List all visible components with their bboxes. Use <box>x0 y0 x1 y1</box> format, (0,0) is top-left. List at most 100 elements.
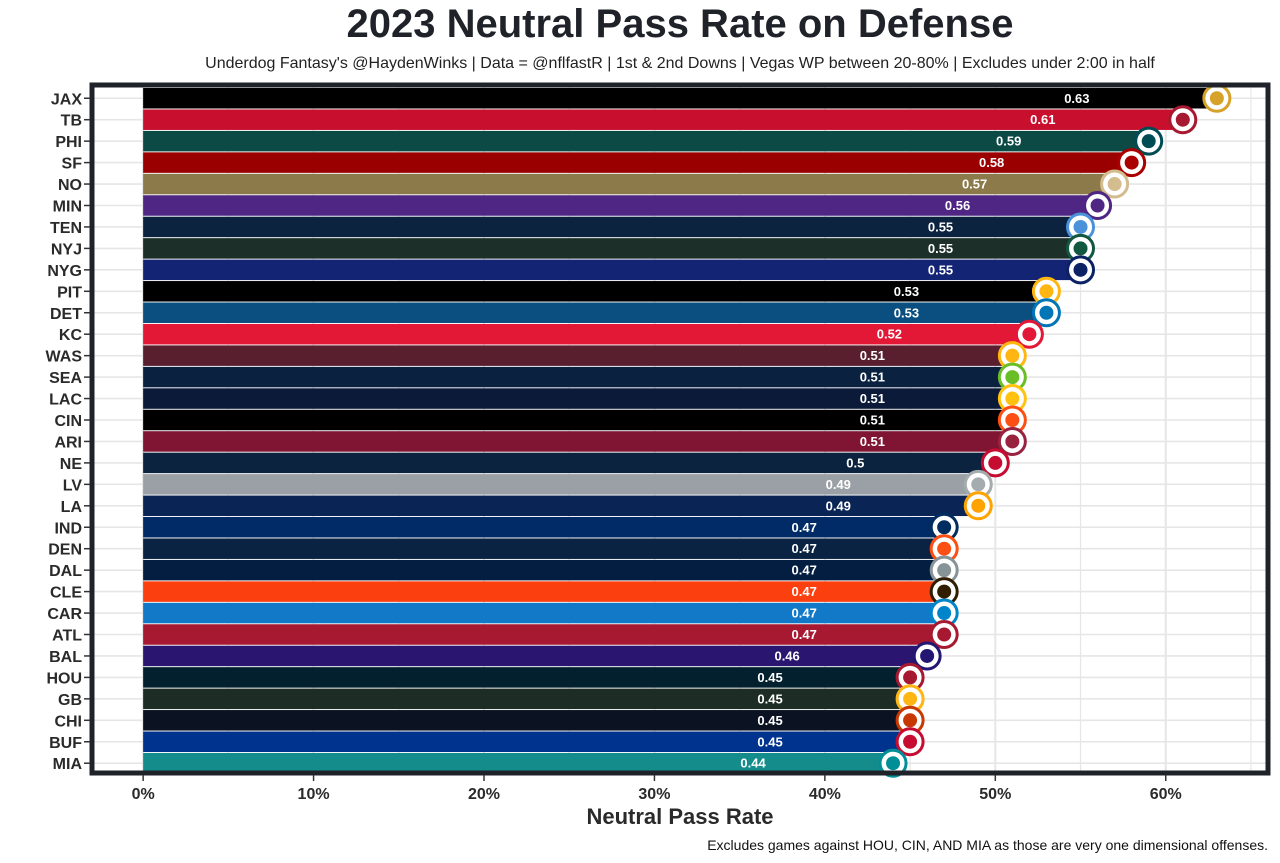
y-tick-label: BUF <box>49 735 82 752</box>
x-axis-label: Neutral Pass Rate <box>586 804 773 829</box>
value-label: 0.53 <box>894 305 919 320</box>
nyj-logo-icon <box>1066 233 1096 263</box>
value-labels: 0.63 0.61 0.59 0.58 0.57 0.56 0.55 0.55 0.55 0.53… <box>740 91 1089 771</box>
value-label: 0.47 <box>792 563 817 578</box>
kc-logo-icon <box>1014 319 1044 349</box>
bar-atl <box>143 624 945 645</box>
x-tick-label: 30% <box>638 786 670 803</box>
value-label: 0.55 <box>928 241 953 256</box>
value-label: 0.47 <box>792 520 817 535</box>
value-label: 0.51 <box>860 348 885 363</box>
y-tick-label: WAS <box>46 349 83 366</box>
value-label: 0.59 <box>996 134 1021 149</box>
value-label: 0.56 <box>945 198 970 213</box>
chart-caption: Excludes games against HOU, CIN, AND MIA… <box>707 837 1268 853</box>
bar-tb <box>143 109 1183 130</box>
plot-panel-border <box>89 82 1271 776</box>
y-tick-label: LA <box>61 499 83 516</box>
value-label: 0.45 <box>757 734 782 749</box>
y-tick-label: ARI <box>54 434 82 451</box>
x-tick-label: 40% <box>809 786 841 803</box>
value-label: 0.55 <box>928 219 953 234</box>
value-label: 0.52 <box>877 327 902 342</box>
value-label: 0.51 <box>860 434 885 449</box>
bar-sea <box>143 366 1013 388</box>
atl-logo-icon <box>929 620 959 649</box>
chart-title: 2023 Neutral Pass Rate on Defense <box>346 2 1014 46</box>
mia-logo-icon <box>878 748 908 778</box>
phi-logo-icon <box>1134 126 1164 156</box>
bar-dal <box>143 559 945 581</box>
value-label: 0.55 <box>928 262 953 277</box>
bar-mia <box>143 752 894 774</box>
value-label: 0.57 <box>962 177 987 192</box>
y-tick-label: MIA <box>53 756 83 773</box>
bar-cin <box>143 409 1013 431</box>
value-label: 0.47 <box>792 584 817 599</box>
value-label: 0.51 <box>860 391 885 406</box>
y-tick-label: LV <box>63 477 83 494</box>
value-label: 0.51 <box>860 370 885 385</box>
y-tick-label: TEN <box>50 220 82 237</box>
value-label: 0.61 <box>1030 112 1055 127</box>
bar-phi <box>143 130 1149 152</box>
value-label: 0.46 <box>774 648 799 663</box>
y-tick-label: LAC <box>49 392 82 409</box>
y-tick-label: CAR <box>47 606 82 623</box>
jax-logo-icon <box>1202 83 1232 113</box>
y-tick-label: ATL <box>52 628 82 645</box>
x-axis-ticks: 0% 10% 20% 30% 40% 50% 60% <box>132 775 1182 803</box>
x-tick-label: 20% <box>468 786 500 803</box>
y-tick-label: NYG <box>47 263 82 280</box>
bar-hou <box>143 667 911 688</box>
y-tick-label: TB <box>61 113 82 130</box>
y-tick-label: PIT <box>57 284 82 301</box>
bar-ind <box>143 517 945 538</box>
value-label: 0.47 <box>792 627 817 642</box>
team-logos <box>878 83 1232 778</box>
bar-la <box>143 495 979 517</box>
value-label: 0.63 <box>1064 91 1089 106</box>
bar-sf <box>143 152 1132 173</box>
y-tick-label: MIN <box>53 199 82 216</box>
bar-min <box>143 195 1098 216</box>
value-label: 0.45 <box>757 691 782 706</box>
bar-nyg <box>143 259 1081 281</box>
no-logo-icon <box>1100 169 1130 199</box>
y-tick-label: DAL <box>49 563 82 580</box>
la-logo-icon <box>963 491 993 521</box>
det-logo-icon <box>1031 298 1061 328</box>
bar-den <box>143 538 945 559</box>
buf-logo-icon <box>895 727 925 757</box>
value-label: 0.5 <box>846 455 864 470</box>
y-tick-label: DET <box>50 306 82 323</box>
y-tick-label: HOU <box>46 670 82 687</box>
dal-logo-icon <box>929 555 959 585</box>
ind-logo-icon <box>929 512 959 542</box>
y-tick-label: GB <box>58 692 82 709</box>
bar-det <box>143 302 1047 323</box>
value-label: 0.53 <box>894 284 919 299</box>
value-label: 0.51 <box>860 413 885 428</box>
bar-ten <box>143 216 1081 238</box>
y-axis-ticks: JAX TB PHI SF NO MIN TEN NYJ NYG PIT DET KC WAS SEA LA… <box>46 91 90 773</box>
value-label: 0.49 <box>826 477 851 492</box>
chart-subtitle: Underdog Fantasy's @HaydenWinks | Data =… <box>205 55 1155 72</box>
bar-pit <box>143 281 1047 302</box>
bar-gb <box>143 688 911 710</box>
bar-nyj <box>143 238 1081 259</box>
y-tick-label: CLE <box>50 585 82 602</box>
y-tick-label: DEN <box>48 542 82 559</box>
bar-buf <box>143 731 911 752</box>
value-label: 0.58 <box>979 155 1004 170</box>
bar-ne <box>143 452 996 474</box>
x-tick-label: 60% <box>1150 786 1182 803</box>
bal-logo-icon <box>912 641 942 671</box>
y-tick-label: BAL <box>49 649 82 666</box>
x-tick-label: 50% <box>979 786 1011 803</box>
bars <box>143 88 1217 774</box>
y-tick-label: NYJ <box>51 241 82 258</box>
min-logo-icon <box>1083 191 1113 220</box>
y-tick-label: CIN <box>54 413 82 430</box>
